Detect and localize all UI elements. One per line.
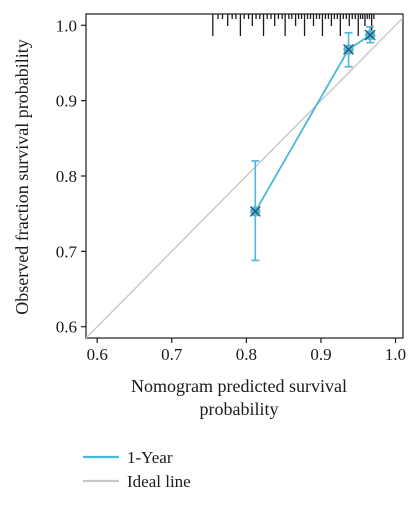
x-tick-label: 1.0 xyxy=(385,345,406,364)
legend-label-ideal-line: Ideal line xyxy=(127,472,191,491)
x-tick-label: 0.7 xyxy=(161,345,183,364)
plot-panel xyxy=(85,13,404,339)
y-tick-label: 1.0 xyxy=(56,16,77,35)
ideal-line xyxy=(86,17,403,338)
x-tick-label: 0.6 xyxy=(87,345,108,364)
x-tick-label: 0.9 xyxy=(310,345,331,364)
cross-stroke xyxy=(343,43,355,55)
y-tick-label: 0.6 xyxy=(56,318,77,337)
rug-marks xyxy=(212,14,375,36)
x-axis: 0.6 0.7 0.8 0.9 1.0 xyxy=(87,338,406,364)
data-point-cross xyxy=(249,205,261,217)
x-tick-label: 0.8 xyxy=(236,345,257,364)
cross-stroke xyxy=(364,29,376,41)
y-tick-label: 0.7 xyxy=(56,242,78,261)
x-axis-label-line-2: probability xyxy=(200,399,279,419)
y-tick-label: 0.8 xyxy=(56,167,77,186)
series-1-year-line xyxy=(254,34,371,212)
legend: 1-Year Ideal line xyxy=(83,448,191,491)
y-axis-label: Observed fraction survival probability xyxy=(12,39,32,314)
data-point-cross xyxy=(364,29,376,41)
x-axis-label-line-1: Nomogram predicted survival xyxy=(131,376,347,396)
data-point-cross xyxy=(343,43,355,55)
y-tick-label: 0.9 xyxy=(56,92,77,111)
legend-label-1-year: 1-Year xyxy=(127,448,173,467)
y-axis: 0.6 0.7 0.8 0.9 1.0 xyxy=(56,16,86,337)
cross-stroke xyxy=(249,205,261,217)
plot-content xyxy=(86,14,403,338)
